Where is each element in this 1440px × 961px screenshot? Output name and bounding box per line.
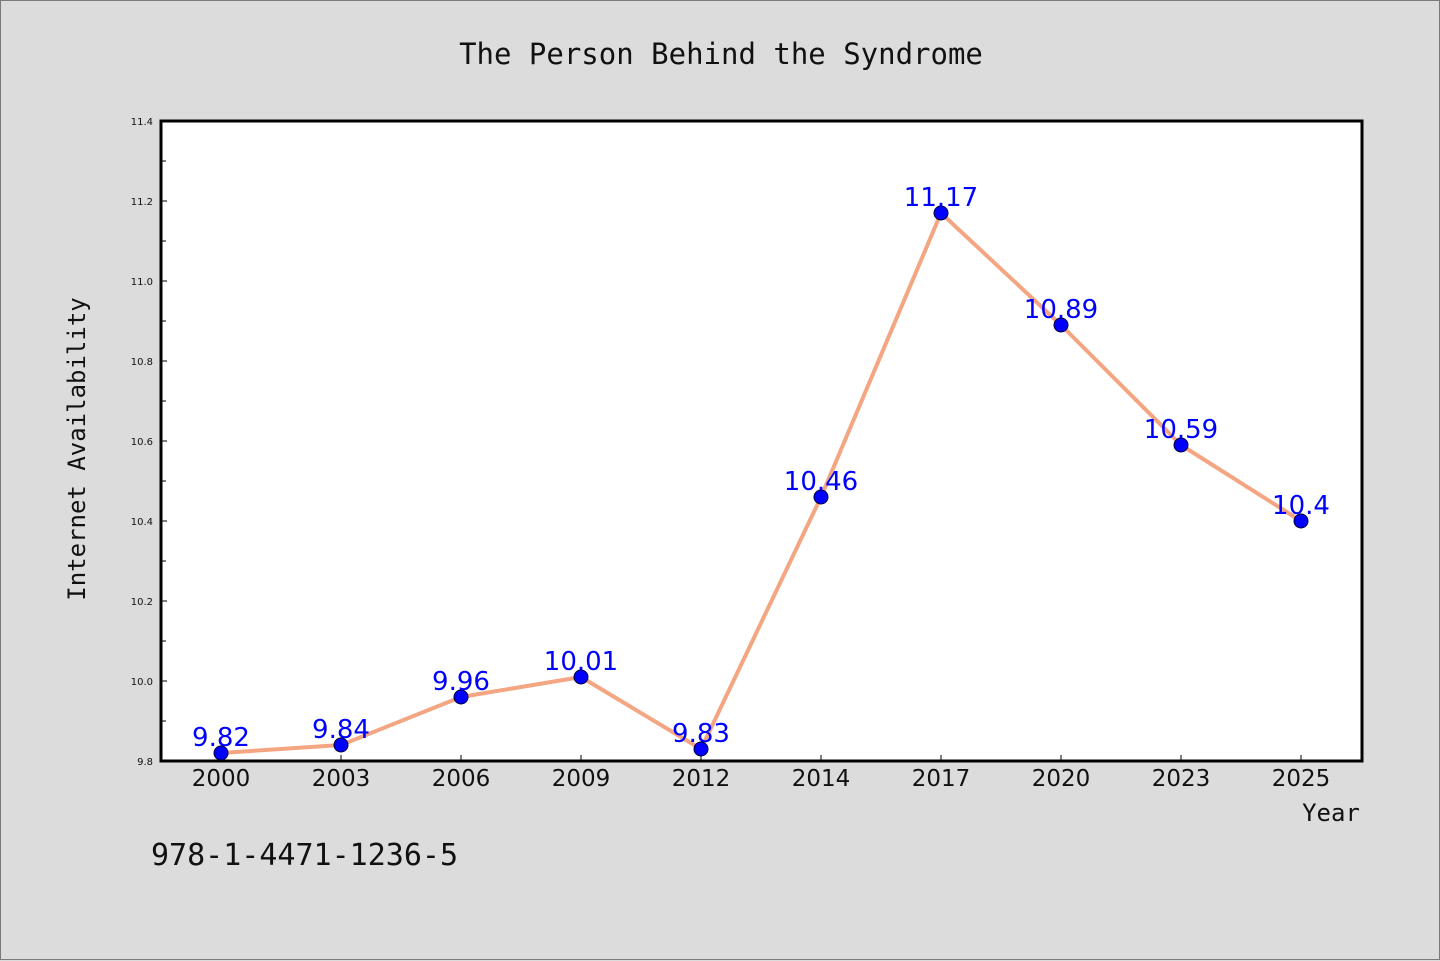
x-axis-label: Year xyxy=(1302,799,1360,827)
data-point-marker xyxy=(1173,437,1189,453)
x-tick-label: 2014 xyxy=(792,766,851,792)
y-tick-label: 11.0 xyxy=(131,277,153,288)
plot-area xyxy=(159,119,1364,763)
x-tick-label: 2009 xyxy=(552,766,611,792)
data-point-marker xyxy=(453,689,469,705)
x-tick-label: 2025 xyxy=(1272,766,1331,792)
y-tick-label: 10.4 xyxy=(131,517,153,528)
data-point-marker xyxy=(1293,513,1309,529)
x-axis: 2000 2003 2006 2009 2012 2014 2017 2020 2023 2025 xyxy=(192,755,1331,792)
series-line xyxy=(220,211,1303,755)
data-point-label: 11.17 xyxy=(904,183,978,213)
data-labels: 9.82 9.84 9.96 10.01 9.83 10.46 11.17 10.89 10.5… xyxy=(192,183,1330,753)
y-tick-label: 10.6 xyxy=(131,437,153,448)
data-point-marker xyxy=(813,489,829,505)
data-point-label: 10.46 xyxy=(784,467,858,497)
y-axis: 9.8 10.0 10.2 10.4 10.6 10.8 11.0 11.2 11.4 xyxy=(131,117,167,768)
x-tick-label: 2023 xyxy=(1152,766,1211,792)
y-tick-label: 10.8 xyxy=(131,357,153,368)
data-point-label: 10.4 xyxy=(1272,491,1330,521)
data-point-label: 10.59 xyxy=(1144,415,1218,445)
data-point-label: 10.89 xyxy=(1024,295,1098,325)
x-tick-label: 2003 xyxy=(312,766,371,792)
data-point-marker xyxy=(333,737,349,753)
y-tick-label: 10.2 xyxy=(131,597,153,608)
chart-title: The Person Behind the Syndrome xyxy=(459,37,983,71)
data-markers xyxy=(213,205,1309,761)
data-point-label: 9.83 xyxy=(672,719,730,749)
data-point-marker xyxy=(1053,317,1069,333)
y-tick-label: 9.8 xyxy=(137,757,153,768)
data-point-marker xyxy=(693,741,709,757)
y-axis-label: Internet Availability xyxy=(63,297,91,600)
x-tick-label: 2006 xyxy=(432,766,491,792)
data-point-marker xyxy=(573,669,589,685)
footer-isbn-text: 978-1-4471-1236-5 xyxy=(151,838,458,873)
data-point-label: 9.82 xyxy=(192,723,250,753)
data-point-label: 9.84 xyxy=(312,715,370,745)
data-point-marker xyxy=(933,205,949,221)
x-tick-label: 2000 xyxy=(192,766,251,792)
x-tick-label: 2012 xyxy=(672,766,731,792)
data-point-marker xyxy=(213,745,229,761)
y-tick-label: 11.4 xyxy=(131,117,153,128)
data-point-label: 9.96 xyxy=(432,667,490,697)
x-tick-label: 2017 xyxy=(912,766,971,792)
x-tick-label: 2020 xyxy=(1032,766,1091,792)
y-tick-label: 11.2 xyxy=(131,197,153,208)
data-point-label: 10.01 xyxy=(544,647,618,677)
y-tick-label: 10.0 xyxy=(131,677,153,688)
